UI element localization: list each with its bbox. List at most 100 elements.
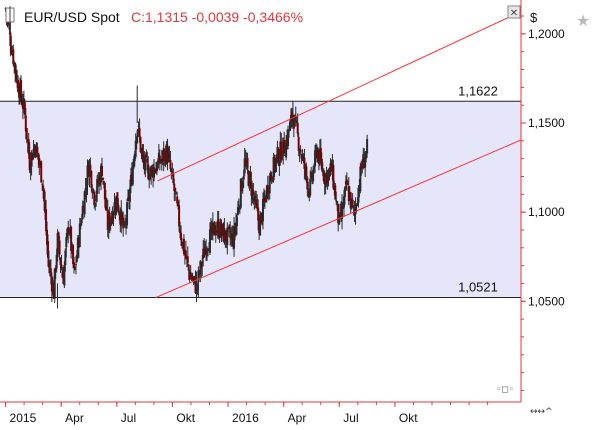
candle-body	[70, 226, 73, 251]
candle-body	[134, 140, 137, 157]
candle-body	[281, 158, 284, 160]
candle-body	[288, 121, 291, 131]
candle-body	[81, 205, 84, 219]
candle-body	[90, 171, 93, 188]
candle-body	[357, 187, 360, 203]
candle-body	[312, 169, 315, 182]
candle-body	[343, 187, 346, 197]
candle-body	[208, 229, 211, 253]
chart-title: EUR/USD Spot	[24, 9, 120, 25]
level-label: 1,0521	[458, 280, 498, 295]
candle-body	[49, 268, 52, 277]
candle-body	[158, 155, 161, 164]
candle-body	[328, 168, 331, 173]
candle-body	[20, 99, 23, 106]
candle-body	[322, 171, 325, 182]
x-tick-label: Apr	[65, 411, 84, 425]
candle-body	[169, 159, 172, 169]
candle-body	[142, 153, 145, 162]
close-button[interactable]: ✕	[507, 5, 521, 19]
candle-body	[24, 115, 27, 132]
candle-body	[100, 165, 103, 177]
candle-body	[278, 159, 281, 166]
candle-body	[191, 278, 194, 280]
candle-body	[295, 120, 298, 123]
candle-body	[233, 227, 236, 249]
y-tick-label: 1,1500	[528, 116, 565, 130]
candle-body	[73, 267, 76, 269]
candle-body	[364, 158, 367, 168]
candle-body	[79, 223, 82, 226]
candle-body	[9, 32, 12, 46]
candle-body	[365, 151, 368, 159]
star-icon[interactable]: ★	[576, 11, 590, 30]
candle-body	[288, 130, 291, 132]
navigation-icons[interactable]: ↔↔^	[530, 407, 553, 417]
candle-body	[10, 46, 13, 54]
candle-body	[259, 218, 262, 236]
candle-body	[15, 69, 18, 81]
candle-body	[116, 192, 119, 206]
candle-body	[121, 213, 124, 220]
candle-body	[182, 238, 185, 254]
currency-label: $	[530, 10, 538, 25]
candle-body	[73, 262, 76, 268]
x-tick-label: Jul	[121, 411, 136, 425]
candle-body	[234, 222, 237, 234]
candle-body	[29, 169, 32, 173]
candle-body	[352, 205, 355, 208]
candle-body	[271, 180, 274, 183]
candle-body	[75, 254, 78, 262]
candle-body	[214, 233, 217, 236]
x-tick-label: Apr	[288, 411, 307, 425]
candle-body	[150, 166, 153, 176]
candle-body	[337, 204, 340, 224]
candle-body	[354, 207, 357, 215]
candle-body	[305, 166, 308, 177]
candle-body	[138, 128, 141, 137]
candle-body	[149, 173, 152, 180]
candle-body	[67, 227, 70, 233]
candle-body	[297, 136, 300, 151]
candle-body	[133, 154, 136, 162]
candle-body	[255, 199, 258, 205]
scroll-handle-icon[interactable]: ◦◻◦	[496, 385, 514, 395]
candle-body	[215, 229, 218, 233]
candle-body	[104, 197, 107, 210]
x-tick-label: 2015	[10, 411, 37, 425]
candle-body	[14, 63, 17, 73]
x-tick-label: Okt	[176, 411, 195, 425]
candle-body	[54, 267, 57, 272]
candle-body	[41, 183, 44, 185]
candle-body	[324, 174, 327, 188]
candle-body	[91, 189, 94, 194]
candle-body	[95, 195, 98, 202]
candle-body	[192, 276, 195, 279]
candle-body	[187, 264, 190, 271]
candle-body	[366, 139, 369, 154]
candle-body	[94, 203, 97, 207]
candle-body	[89, 164, 92, 170]
candle-body	[72, 245, 75, 265]
candle-body	[196, 284, 199, 286]
candle-body	[236, 207, 239, 215]
candle-body	[36, 146, 39, 153]
close-icon: ✕	[510, 8, 518, 19]
candle-body	[64, 250, 67, 266]
candle-body	[303, 157, 306, 169]
candle-body	[56, 232, 59, 258]
candle-body	[360, 164, 363, 170]
candle-body	[58, 240, 61, 255]
candle-body	[313, 169, 316, 171]
candle-body	[32, 149, 35, 158]
candle-body	[334, 185, 337, 200]
candle-body	[160, 158, 163, 163]
candle-body	[275, 154, 278, 163]
chart-type-icon[interactable]	[5, 6, 15, 24]
candle-body	[249, 171, 252, 179]
candle-body	[132, 158, 135, 168]
candle-body	[101, 177, 104, 180]
candle-body	[250, 180, 253, 196]
x-tick-label: Okt	[399, 411, 418, 425]
